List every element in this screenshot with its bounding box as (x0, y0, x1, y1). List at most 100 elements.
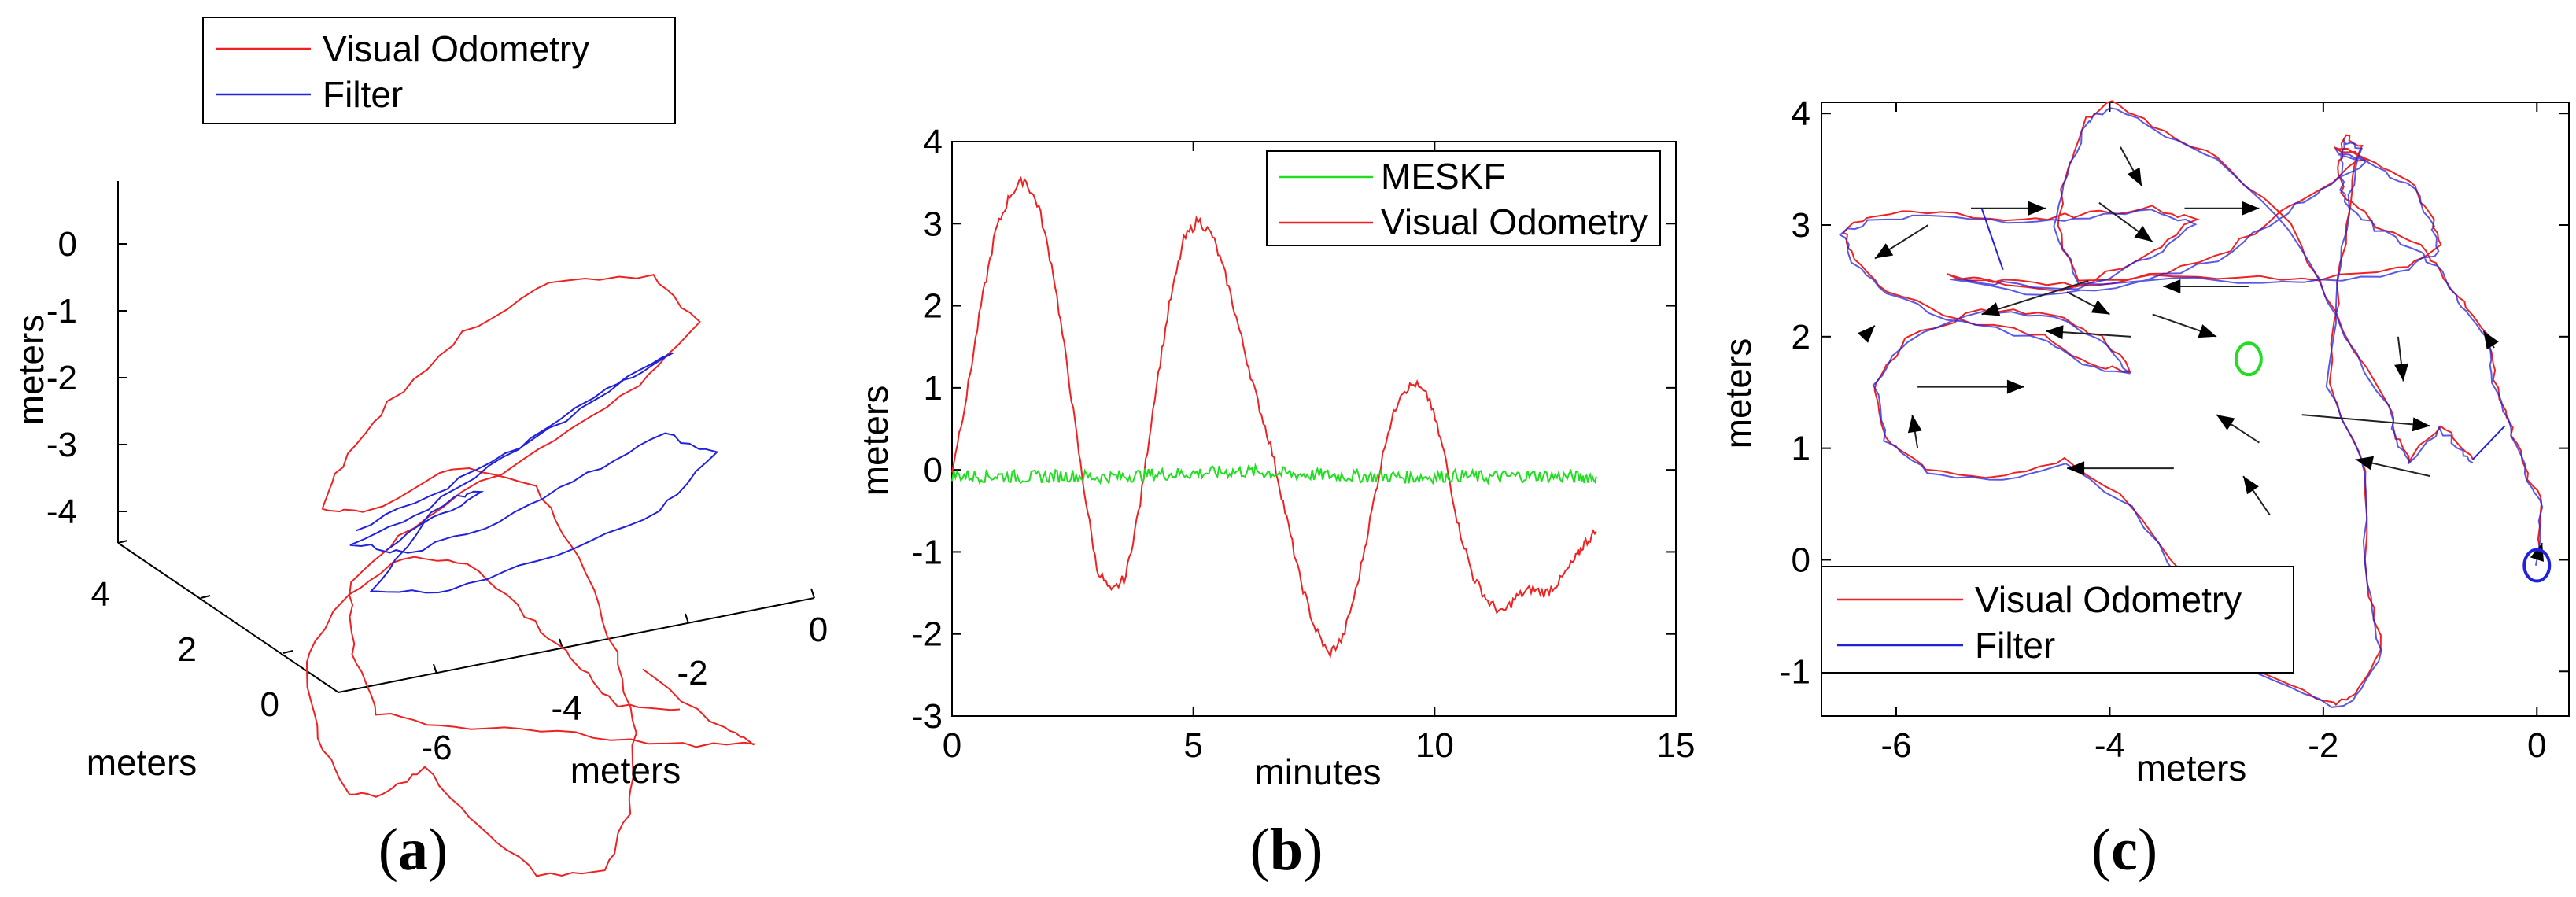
panel-a-y-tick-mark-2 (282, 650, 293, 654)
panel-c-arrow-11 (2216, 414, 2260, 444)
panel-c-arrow-head (1981, 302, 2001, 316)
panel-a-z-tick-3: -3 (46, 426, 77, 464)
panel-c-arrow-head (2242, 201, 2260, 216)
panel-c-legend-label-filter: Filter (1975, 625, 2055, 666)
panel-c-x-tick-3: 0 (2527, 726, 2546, 765)
panel-a-y-tick-mark-0 (117, 540, 128, 544)
panel-a-y-axis-label: meters (87, 742, 197, 783)
panel-c-x-axis-label: meters (2136, 748, 2247, 788)
panel-c-arrow-1 (2184, 201, 2260, 216)
panel-b-y-tick-1: 3 (924, 205, 943, 243)
panel-c-y-tick-3: 1 (1792, 430, 1810, 468)
panel-b-series-visual-odometry (951, 175, 1597, 659)
panel-c-y-tick-1: 3 (1792, 206, 1810, 245)
panel-a-filter-line (349, 352, 719, 594)
panel-c-ticks: -6 -4 -2 0 4 3 2 1 0 -1 (1780, 94, 2569, 765)
panel-c-arrow-8 (2045, 325, 2131, 340)
panel-a-legend-box (202, 17, 676, 124)
panel-a-legend-label-visual-odometry: Visual Odometry (323, 28, 589, 69)
caption-b: (b) (1250, 817, 1323, 883)
panel-c-y-tick-0: 4 (1792, 94, 1810, 133)
panel-c-arrow-9 (1917, 379, 2024, 394)
panel-c-arrow-15 (2242, 475, 2271, 516)
caption-c-letter: c (2111, 817, 2138, 883)
panel-b-x-tick-0: 0 (943, 726, 961, 765)
panel-a-visual-odometry-line (305, 273, 757, 877)
panel-c-legend-label-visual-odometry: Visual Odometry (1975, 579, 2242, 620)
panel-a-z-tick-1: -1 (46, 292, 77, 330)
panel-c-arrow-3 (1874, 224, 1929, 260)
panel-a-x-tick-2: -4 (551, 689, 581, 728)
panel-c-arrow-head (2412, 417, 2430, 432)
panel-b-x-tick-3: 15 (1657, 726, 1696, 765)
panel-b-x-tick-1: 5 (1183, 726, 1202, 765)
panel-c-marker-start (2234, 341, 2263, 377)
panel-b-x-axis-label: minutes (1254, 751, 1381, 792)
panel-c-arrow-head (2163, 279, 2181, 293)
panel-c-legend: Visual Odometry Filter (1821, 566, 2294, 674)
panel-c: -6 -4 -2 0 4 3 2 1 0 -1 meters meters Visual Odom… (1718, 94, 2570, 883)
panel-a-y-tick-mark-1 (200, 595, 211, 599)
caption-c: (c) (2091, 817, 2157, 883)
panel-c-arrow-18 (1907, 414, 1922, 448)
panel-c-x-tick-1: -4 (2094, 726, 2125, 765)
panel-a-z-tick-2: -2 (46, 359, 77, 397)
panel-c-marker-end (2522, 548, 2552, 583)
panel-b-y-tick-6: -2 (912, 615, 943, 654)
panel-c-x-tick-2: -2 (2308, 726, 2338, 765)
panel-c-arrow-6 (2066, 291, 2110, 316)
panel-a-x-axis (338, 597, 815, 693)
panel-a-y-tick-1: 2 (178, 630, 197, 669)
panel-a-series-filter (349, 352, 719, 594)
panel-c-arrow-4 (2163, 279, 2249, 293)
panel-b-legend-label-visual-odometry: Visual Odometry (1381, 201, 1648, 242)
panel-a-legend-label-filter: Filter (323, 74, 403, 115)
panel-c-arrow-head (1874, 243, 1894, 259)
panel-a-series-visual-odometry (305, 273, 757, 877)
panel-c-filter-spike-0 (1980, 208, 2004, 271)
panel-c-legend-box (1821, 566, 2294, 674)
panel-a-x-tick-3: -6 (421, 729, 452, 767)
panel-c-arrow-17 (1858, 324, 1876, 343)
panel-a-x-axis-label: meters (570, 750, 681, 791)
panel-b-y-axis-label: meters (854, 386, 895, 496)
panel-c-series-filter (1839, 107, 2544, 708)
caption-a-letter: a (398, 817, 428, 883)
panel-c-arrow-shaft (2301, 414, 2430, 427)
panel-b-y-tick-5: -1 (912, 533, 943, 571)
panel-a-x-tick-mark-0 (810, 588, 815, 599)
panel-c-arrow-head (2028, 201, 2046, 216)
panel-c-series-visual-odometry (1842, 100, 2543, 707)
panel-a-y-tick-2: 0 (260, 685, 279, 724)
panel-c-arrow-2 (2098, 201, 2153, 243)
panel-c-arrow-head (2394, 363, 2408, 382)
caption-b-letter: b (1270, 817, 1303, 883)
panel-b-legend: MESKF Visual Odometry (1266, 150, 1661, 246)
panel-c-arrow-0 (1971, 201, 2046, 216)
panel-c-arrow-head (2046, 325, 2064, 340)
panel-c-y-axis-label: meters (1718, 338, 1759, 449)
panel-c-arrow-19 (2482, 330, 2499, 350)
panel-a: 0 -1 -2 -3 -4 4 2 0 0 -2 -4 -6 meters me… (10, 17, 828, 883)
panel-b-plot-frame (951, 141, 1677, 717)
panel-c-arrow-head (2198, 324, 2217, 338)
panel-c-lines (1839, 100, 2544, 708)
panel-c-plot-frame (1821, 102, 2570, 717)
panel-c-arrow-head (2216, 415, 2235, 430)
panel-c-arrow-head (2127, 167, 2142, 186)
panel-b-y-tick-3: 1 (924, 369, 943, 408)
panel-a-x-tick-mark-3 (433, 663, 437, 674)
panel-b-lines (951, 175, 1597, 659)
panel-b-y-tick-7: -3 (912, 697, 943, 736)
panel-c-arrow-shaft (1981, 279, 2089, 316)
panel-a-x-tick-1: -2 (677, 654, 707, 692)
panel-c-y-tick-2: 2 (1792, 318, 1810, 356)
panel-a-axes (117, 181, 815, 693)
panel-c-arrow-10 (2301, 414, 2430, 432)
panel-b-series-meskf (951, 463, 1597, 486)
panel-c-x-tick-0: -6 (1880, 726, 1911, 765)
panel-c-arrow-head (2355, 456, 2374, 471)
panel-a-z-axis-label: meters (10, 315, 51, 426)
panel-c-arrow-head (1858, 325, 1875, 343)
